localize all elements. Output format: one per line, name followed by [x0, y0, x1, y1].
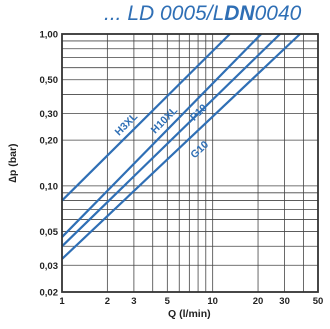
x-tick-label: 20	[253, 296, 264, 307]
series-label-g10: G10	[188, 139, 211, 161]
x-tick-label: 10	[207, 296, 218, 307]
y-tick-label: 1,00	[40, 30, 59, 41]
x-tick-label: 1	[59, 296, 65, 307]
y-tick-label: 0,03	[40, 261, 59, 272]
series-label-h3xl: H3XL	[113, 110, 141, 138]
y-tick-label: 0,02	[40, 288, 59, 299]
y-tick-label: 0,50	[40, 75, 59, 86]
y-axis-label: ∆p (bar)	[7, 143, 19, 182]
series-line-h10xl	[61, 33, 263, 238]
x-tick-label: 30	[279, 296, 290, 307]
x-tick-label: 5	[165, 296, 171, 307]
title-part-2: DN	[224, 2, 255, 25]
plot-frame	[61, 33, 319, 293]
title-part-3: 0040	[254, 2, 302, 25]
chart-title: ... LD 0005/LDN0040	[104, 2, 328, 26]
x-axis-label: Q (l/min)	[168, 308, 211, 320]
y-tick-label: 0,30	[40, 109, 59, 120]
y-tick-label: 0,10	[40, 181, 59, 192]
x-tick-label: 3	[131, 296, 136, 307]
series-lines	[61, 33, 301, 260]
x-tick-label: 2	[105, 296, 110, 307]
x-tick-label: 50	[313, 296, 324, 307]
title-part-1: ... LD 0005/L	[104, 2, 225, 25]
tick-labels: 1 2 3 5 10 20 30 50 0,02 0,03 0,05 0,10 0,20 0,30 0,50…	[40, 30, 324, 308]
series-line-p10	[61, 33, 281, 248]
series-line-h3xl	[61, 33, 231, 202]
y-tick-label: 0,20	[40, 136, 59, 147]
series-line-g10	[61, 33, 301, 260]
y-tick-label: 0,05	[40, 227, 59, 238]
